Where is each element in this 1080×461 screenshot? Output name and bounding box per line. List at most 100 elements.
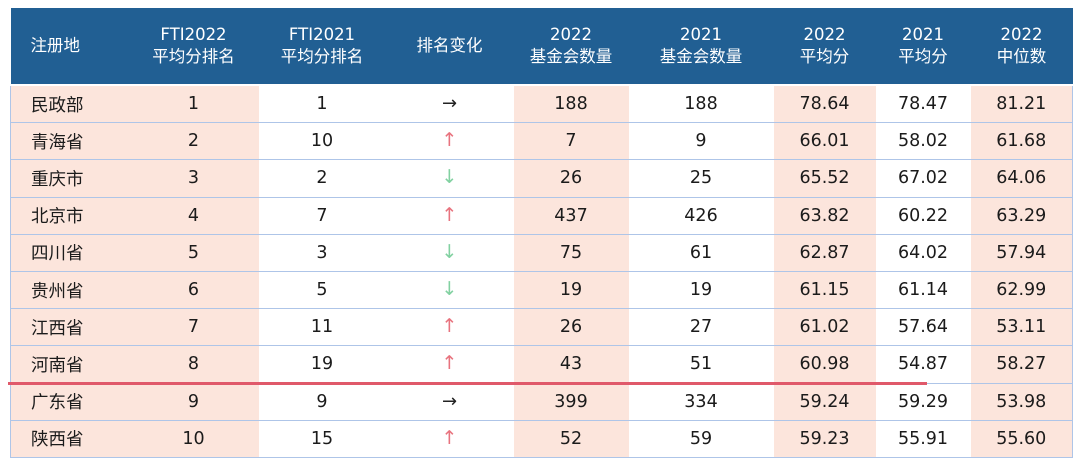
cell-avg-2022: 60.98 — [773, 345, 876, 384]
cell-median-2022: 64.06 — [970, 159, 1073, 198]
cell-count-2022: 188 — [513, 85, 629, 124]
cell-rank-2022: 6 — [128, 271, 259, 310]
cell-count-2022: 437 — [513, 197, 629, 235]
cell-median-2022: 58.27 — [970, 345, 1073, 384]
col-header-fti2022-rank: FTI2022 平均分排名 — [128, 8, 259, 86]
cell-median-2022: 63.29 — [970, 197, 1073, 235]
cell-rank-2021: 5 — [258, 271, 386, 310]
cell-rank-2022: 4 — [128, 197, 259, 235]
table-row: 北京市 4 7 ↑ 437 426 63.82 60.22 63.29 — [10, 197, 1073, 235]
fti-ranking-table: 注册地 FTI2022 平均分排名 FTI2021 平均分排名 排名变化 2022 基… — [10, 8, 1073, 459]
cell-rank-2022: 3 — [128, 159, 259, 198]
cell-rank-2021: 3 — [258, 234, 386, 272]
arrow-down-icon: ↓ — [441, 278, 458, 301]
cell-rank-change: ↓ — [385, 159, 514, 198]
arrow-up-icon: ↑ — [441, 315, 458, 338]
cell-avg-2022: 63.82 — [773, 197, 876, 235]
cell-count-2021: 59 — [628, 420, 774, 459]
cell-region: 广东省 — [10, 383, 129, 421]
cell-count-2021: 27 — [628, 308, 774, 347]
cell-avg-2021: 78.47 — [875, 85, 971, 124]
cell-avg-2022: 61.02 — [773, 308, 876, 347]
col-header-median-2022: 2022 中位数 — [970, 8, 1073, 86]
cell-region: 青海省 — [10, 122, 129, 161]
col-header-avg-2021: 2021 平均分 — [875, 8, 971, 86]
cell-rank-change: ↑ — [385, 420, 514, 459]
cell-avg-2022: 78.64 — [773, 85, 876, 124]
cell-region: 贵州省 — [10, 271, 129, 310]
cell-avg-2022: 61.15 — [773, 271, 876, 310]
cell-count-2021: 188 — [628, 85, 774, 124]
cell-rank-change: → — [385, 383, 514, 421]
cell-rank-change: ↑ — [385, 345, 514, 384]
cell-rank-change: ↓ — [385, 271, 514, 310]
fti-ranking-table-container: 注册地 FTI2022 平均分排名 FTI2021 平均分排名 排名变化 2022 基… — [8, 8, 1073, 459]
cell-median-2022: 53.11 — [970, 308, 1073, 347]
cell-region: 陕西省 — [10, 420, 129, 459]
table-row: 青海省 2 10 ↑ 7 9 66.01 58.02 61.68 — [10, 122, 1073, 161]
cell-rank-2021: 9 — [258, 383, 386, 421]
table-row: 江西省 7 11 ↑ 26 27 61.02 57.64 53.11 — [10, 308, 1073, 347]
cell-rank-2021: 7 — [258, 197, 386, 235]
cell-avg-2022: 59.24 — [773, 383, 876, 421]
cell-region: 河南省 — [10, 345, 129, 384]
cell-rank-change: ↑ — [385, 308, 514, 347]
header-row: 注册地 FTI2022 平均分排名 FTI2021 平均分排名 排名变化 2022 基… — [10, 8, 1073, 86]
cell-avg-2021: 58.02 — [875, 122, 971, 161]
cell-count-2021: 426 — [628, 197, 774, 235]
cell-count-2022: 399 — [513, 383, 629, 421]
cell-rank-change: ↓ — [385, 234, 514, 272]
cell-region: 重庆市 — [10, 159, 129, 198]
cell-median-2022: 53.98 — [970, 383, 1073, 421]
cell-count-2022: 52 — [513, 420, 629, 459]
table-row: 重庆市 3 2 ↓ 26 25 65.52 67.02 64.06 — [10, 159, 1073, 198]
cell-avg-2022: 59.23 — [773, 420, 876, 459]
cell-median-2022: 55.60 — [970, 420, 1073, 459]
cell-rank-change: → — [385, 85, 514, 124]
cell-count-2021: 334 — [628, 383, 774, 421]
arrow-up-icon: ↑ — [441, 352, 458, 375]
cell-avg-2022: 62.87 — [773, 234, 876, 272]
cell-rank-2022: 7 — [128, 308, 259, 347]
col-header-avg-2022: 2022 平均分 — [773, 8, 876, 86]
cell-avg-2021: 59.29 — [875, 383, 971, 421]
table-row: 广东省 9 9 → 399 334 59.24 59.29 53.98 — [10, 383, 1073, 421]
table-row: 四川省 5 3 ↓ 75 61 62.87 64.02 57.94 — [10, 234, 1073, 272]
cell-count-2022: 43 — [513, 345, 629, 384]
cell-count-2022: 75 — [513, 234, 629, 272]
cell-median-2022: 81.21 — [970, 85, 1073, 124]
arrow-up-icon: ↑ — [441, 426, 458, 449]
cell-rank-2021: 10 — [258, 122, 386, 161]
table-header: 注册地 FTI2022 平均分排名 FTI2021 平均分排名 排名变化 2022 基… — [10, 8, 1073, 86]
cell-rank-change: ↑ — [385, 197, 514, 235]
cell-rank-2022: 8 — [128, 345, 259, 384]
cell-count-2022: 7 — [513, 122, 629, 161]
cell-avg-2021: 64.02 — [875, 234, 971, 272]
table-row: 民政部 1 1 → 188 188 78.64 78.47 81.21 — [10, 85, 1073, 124]
top10-cutoff-line — [8, 382, 927, 385]
cell-rank-2021: 1 — [258, 85, 386, 124]
cell-avg-2022: 66.01 — [773, 122, 876, 161]
cell-rank-2021: 15 — [258, 420, 386, 459]
arrow-down-icon: ↓ — [441, 166, 458, 189]
cell-rank-2021: 2 — [258, 159, 386, 198]
cell-count-2022: 26 — [513, 308, 629, 347]
cell-rank-2022: 9 — [128, 383, 259, 421]
cell-count-2022: 26 — [513, 159, 629, 198]
cell-count-2021: 19 — [628, 271, 774, 310]
table-row: 河南省 8 19 ↑ 43 51 60.98 54.87 58.27 — [10, 345, 1073, 384]
arrow-up-icon: ↑ — [441, 129, 458, 152]
cell-rank-2022: 2 — [128, 122, 259, 161]
cell-rank-2022: 10 — [128, 420, 259, 459]
cell-avg-2021: 57.64 — [875, 308, 971, 347]
cell-avg-2021: 61.14 — [875, 271, 971, 310]
cell-rank-2022: 1 — [128, 85, 259, 124]
cell-rank-2021: 11 — [258, 308, 386, 347]
arrow-up-icon: ↑ — [441, 203, 458, 226]
cell-avg-2021: 55.91 — [875, 420, 971, 459]
cell-count-2021: 61 — [628, 234, 774, 272]
cell-avg-2021: 54.87 — [875, 345, 971, 384]
cell-region: 民政部 — [10, 85, 129, 124]
col-header-count-2021: 2021 基金会数量 — [628, 8, 774, 86]
cell-median-2022: 61.68 — [970, 122, 1073, 161]
